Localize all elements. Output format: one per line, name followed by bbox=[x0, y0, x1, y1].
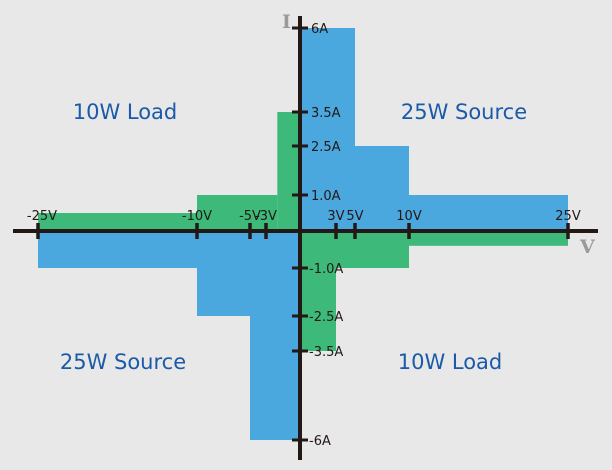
i-tick-label: 3.5A bbox=[311, 106, 341, 121]
source-region bbox=[38, 231, 197, 268]
source-region bbox=[355, 146, 409, 231]
source-region bbox=[250, 231, 300, 440]
v-tick-label: -3V bbox=[255, 209, 277, 224]
load-region bbox=[277, 112, 300, 231]
source-region bbox=[197, 231, 250, 316]
load-region bbox=[409, 231, 568, 246]
quadrant-label-bottom-right: 10W Load bbox=[398, 350, 503, 374]
axes bbox=[13, 16, 598, 460]
v-tick-label: 5V bbox=[346, 209, 363, 224]
source-region bbox=[300, 28, 355, 231]
regions bbox=[38, 28, 568, 440]
v-tick-label: -10V bbox=[182, 209, 212, 224]
v-tick-label: 3V bbox=[327, 209, 344, 224]
ticks: -25V -10V -5V-3V 3V 5V 10V 25V 6A 3.5A 2.5A 1.0A -1… bbox=[27, 22, 581, 449]
y-axis-name: I bbox=[282, 11, 291, 33]
i-tick-label: -2.5A bbox=[309, 310, 343, 325]
i-tick-label: 6A bbox=[311, 22, 328, 37]
v-tick-label: -25V bbox=[27, 209, 57, 224]
i-tick-label: -3.5A bbox=[309, 345, 343, 360]
load-region bbox=[38, 213, 197, 231]
i-tick-label: -1.0A bbox=[309, 262, 343, 277]
x-axis-name: V bbox=[579, 236, 596, 258]
quadrant-label-top-left: 10W Load bbox=[73, 100, 178, 124]
quadrant-label-top-right: 25W Source bbox=[401, 100, 527, 124]
i-tick-label: -6A bbox=[309, 434, 331, 449]
quadrant-label-bottom-left: 25W Source bbox=[60, 350, 186, 374]
source-region bbox=[409, 195, 568, 231]
i-tick-label: 2.5A bbox=[311, 140, 341, 155]
v-tick-label: -5V bbox=[239, 209, 261, 224]
v-tick-label: 25V bbox=[555, 209, 581, 224]
v-tick-label: 10V bbox=[396, 209, 422, 224]
i-tick-label: 1.0A bbox=[311, 189, 341, 204]
load-region bbox=[197, 195, 278, 231]
